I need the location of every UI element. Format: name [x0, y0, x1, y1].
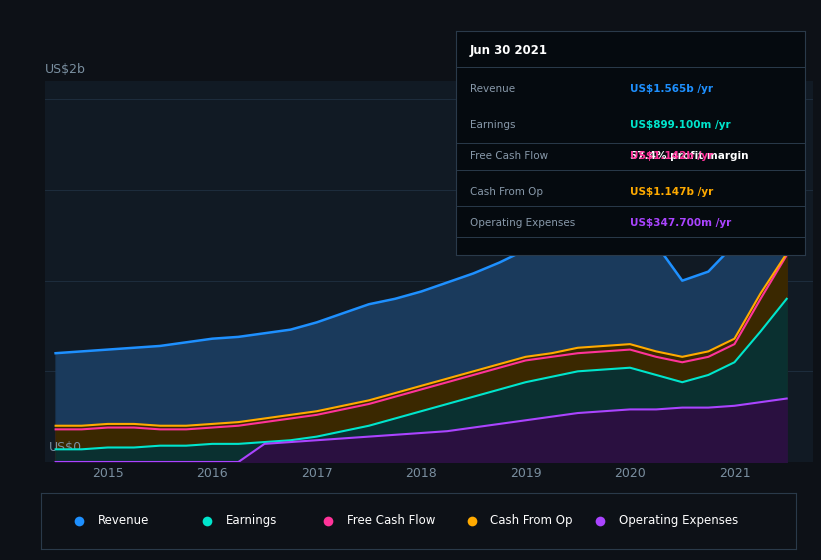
Text: US$347.700m /yr: US$347.700m /yr [631, 218, 732, 228]
Text: Earnings: Earnings [226, 514, 277, 528]
Text: US$2b: US$2b [45, 63, 86, 76]
Text: Operating Expenses: Operating Expenses [619, 514, 738, 528]
Text: Earnings: Earnings [470, 120, 515, 130]
Text: Operating Expenses: Operating Expenses [470, 218, 575, 228]
Text: US$1.142b /yr: US$1.142b /yr [631, 151, 713, 161]
Text: US$899.100m /yr: US$899.100m /yr [631, 120, 731, 130]
Text: Revenue: Revenue [470, 84, 515, 94]
Text: US$1.565b /yr: US$1.565b /yr [631, 84, 713, 94]
Text: Free Cash Flow: Free Cash Flow [347, 514, 435, 528]
Text: Cash From Op: Cash From Op [470, 187, 543, 197]
Text: US$0: US$0 [49, 441, 82, 454]
Text: Revenue: Revenue [98, 514, 149, 528]
Text: 57.4% profit margin: 57.4% profit margin [631, 151, 749, 161]
Text: Cash From Op: Cash From Op [490, 514, 573, 528]
Text: Free Cash Flow: Free Cash Flow [470, 151, 548, 161]
Text: US$1.147b /yr: US$1.147b /yr [631, 187, 713, 197]
Text: Jun 30 2021: Jun 30 2021 [470, 44, 548, 57]
